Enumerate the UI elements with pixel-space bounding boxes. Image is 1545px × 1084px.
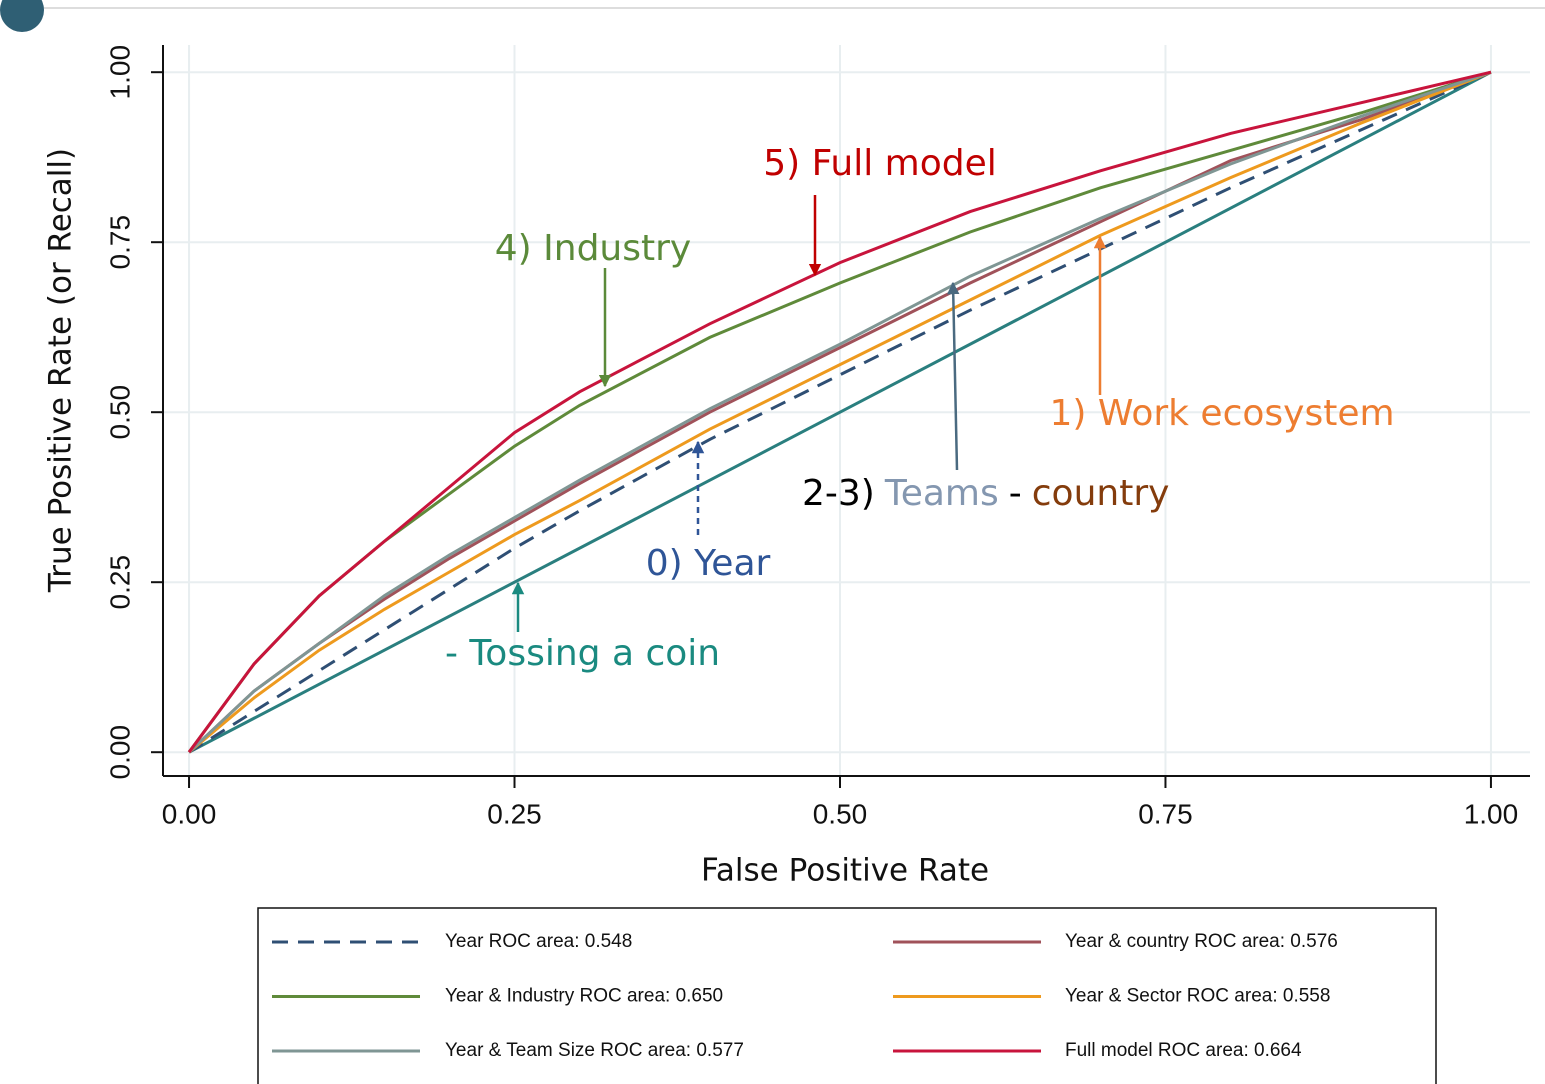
legend: Year ROC area: 0.548 Year & country ROC a… bbox=[272, 931, 1338, 1061]
legend-label: Full model ROC area: 0.664 bbox=[1065, 1040, 1302, 1061]
series-line bbox=[188, 70, 1492, 754]
annotation: 2-3) Teams - country bbox=[802, 473, 1169, 514]
annotation: 5) Full model bbox=[763, 143, 997, 184]
y-tick-label: 0.25 bbox=[104, 555, 135, 610]
annotation: 0) Year bbox=[646, 543, 771, 584]
series-line bbox=[188, 70, 1492, 754]
annotation-part: 2-3) bbox=[802, 473, 875, 514]
legend-label: Year ROC area: 0.548 bbox=[445, 931, 632, 952]
annotation-part: - bbox=[1009, 473, 1022, 514]
annotations: 5) Full model 4) Industry 1) Work ecosyste… bbox=[445, 143, 1395, 674]
legend-label: Year & country ROC area: 0.576 bbox=[1065, 931, 1338, 952]
annotation-arrow bbox=[946, 281, 960, 471]
legend-label: Year & Team Size ROC area: 0.577 bbox=[445, 1040, 744, 1061]
legend-label: Year & Sector ROC area: 0.558 bbox=[1065, 986, 1330, 1007]
x-tick-label: 0.00 bbox=[162, 798, 217, 829]
x-tick-label: 0.25 bbox=[487, 798, 542, 829]
annotation: - Tossing a coin bbox=[445, 633, 720, 674]
lines bbox=[187, 70, 1492, 754]
legend-label: Year & Industry ROC area: 0.650 bbox=[445, 986, 723, 1007]
series-line bbox=[188, 70, 1492, 754]
x-tick-label: 0.50 bbox=[813, 798, 868, 829]
reference-line bbox=[188, 70, 1492, 754]
x-tick-label: 1.00 bbox=[1464, 798, 1519, 829]
corner-icon bbox=[0, 0, 44, 32]
annotation-part: Teams bbox=[884, 473, 999, 514]
annotation: 4) Industry bbox=[495, 228, 691, 269]
y-tick-label: 1.00 bbox=[104, 45, 135, 100]
x-tick-label: 0.75 bbox=[1138, 798, 1193, 829]
legend-box bbox=[257, 907, 1437, 1084]
series-line bbox=[187, 70, 1492, 754]
x-axis-title: False Positive Rate bbox=[701, 853, 989, 889]
grid bbox=[163, 45, 1530, 776]
annotation: 1) Work ecosystem bbox=[1049, 393, 1394, 434]
annotation-part: country bbox=[1032, 473, 1170, 514]
y-axis-title: True Positive Rate (or Recall) bbox=[43, 148, 79, 593]
y-tick-label: 0.75 bbox=[104, 215, 135, 270]
y-tick-label: 0.00 bbox=[104, 725, 135, 780]
y-tick-label: 0.50 bbox=[104, 385, 135, 440]
